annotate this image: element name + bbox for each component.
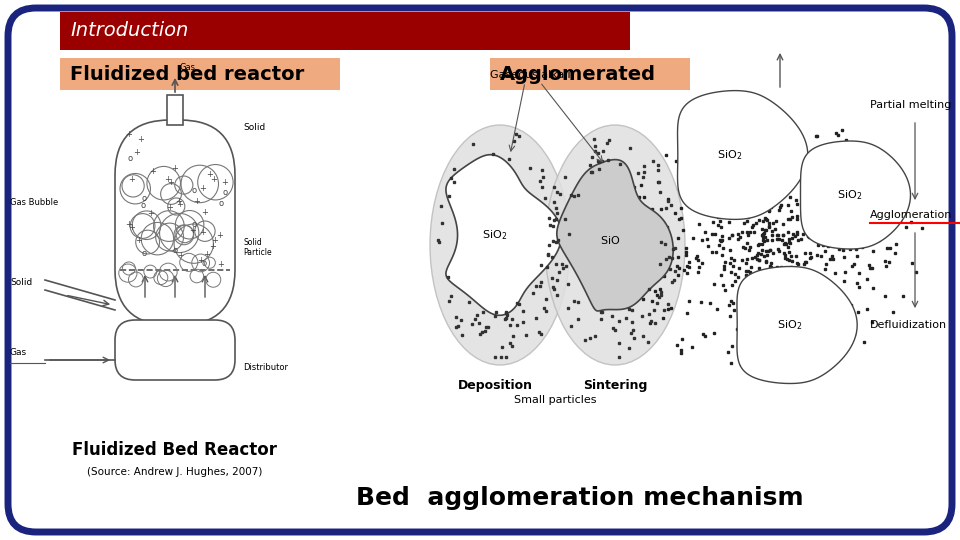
Text: +: + (126, 130, 132, 139)
Text: o: o (222, 188, 228, 198)
Text: Gas: Gas (10, 348, 27, 357)
Text: +: + (135, 236, 142, 245)
Text: +: + (210, 175, 217, 184)
Polygon shape (678, 91, 807, 219)
Text: +: + (200, 184, 206, 193)
Text: +: + (149, 167, 156, 176)
Text: +: + (209, 242, 216, 251)
Text: +: + (216, 231, 224, 240)
Text: $\mathregular{SiO_2}$: $\mathregular{SiO_2}$ (837, 188, 863, 202)
Text: +: + (217, 260, 224, 269)
Text: Bed  agglomeration mechanism: Bed agglomeration mechanism (356, 486, 804, 510)
Text: $\mathregular{SiO_2}$: $\mathregular{SiO_2}$ (778, 318, 803, 332)
Text: o: o (173, 246, 178, 255)
Text: Agglomerated: Agglomerated (500, 64, 656, 84)
Text: Gas Bubble: Gas Bubble (10, 198, 59, 207)
Text: o: o (191, 220, 196, 229)
Polygon shape (801, 141, 910, 249)
Text: Solid: Solid (243, 123, 265, 132)
Text: +: + (125, 220, 132, 229)
Text: Gas: Gas (180, 63, 196, 72)
Text: +: + (171, 164, 179, 173)
Text: +: + (128, 176, 135, 185)
Text: +: + (136, 136, 144, 145)
Text: Solid
Particle: Solid Particle (243, 238, 272, 257)
Text: o: o (191, 186, 196, 195)
Text: Distributor: Distributor (243, 363, 288, 372)
Text: +: + (176, 200, 182, 208)
Text: +: + (147, 210, 154, 218)
FancyBboxPatch shape (167, 95, 183, 125)
Text: +: + (206, 170, 213, 179)
Polygon shape (737, 267, 857, 383)
Text: +: + (167, 178, 174, 187)
Text: Solid: Solid (10, 278, 33, 287)
Text: +: + (176, 197, 182, 206)
Text: Introduction: Introduction (70, 22, 188, 40)
Text: +: + (167, 203, 174, 212)
Ellipse shape (430, 125, 570, 365)
Text: Partial melting: Partial melting (870, 100, 951, 110)
Polygon shape (557, 160, 673, 311)
Text: o: o (142, 249, 147, 259)
Text: +: + (221, 178, 228, 186)
Text: +: + (194, 197, 201, 206)
Text: +: + (164, 176, 171, 184)
FancyBboxPatch shape (8, 8, 952, 532)
Text: Small particles: Small particles (514, 395, 596, 405)
Text: +: + (189, 226, 197, 235)
Text: Fluidized bed reactor: Fluidized bed reactor (70, 64, 304, 84)
FancyBboxPatch shape (115, 120, 235, 325)
Ellipse shape (545, 125, 685, 365)
Text: Agglomeration: Agglomeration (870, 210, 952, 220)
Text: +: + (132, 147, 139, 157)
FancyBboxPatch shape (60, 12, 630, 50)
Text: +: + (200, 228, 206, 238)
Text: +: + (203, 250, 209, 259)
Polygon shape (446, 154, 562, 315)
Text: o: o (202, 259, 206, 268)
Text: o: o (218, 199, 224, 208)
Text: Sintering: Sintering (583, 379, 647, 392)
Text: $\mathregular{SiO_2}$: $\mathregular{SiO_2}$ (483, 228, 508, 242)
FancyBboxPatch shape (115, 320, 235, 380)
Text: Fluidized Bed Reactor: Fluidized Bed Reactor (73, 441, 277, 459)
Text: Defluidization: Defluidization (870, 320, 948, 330)
Text: (Source: Andrew J. Hughes, 2007): (Source: Andrew J. Hughes, 2007) (87, 467, 263, 477)
Text: $\mathregular{SiO}$: $\mathregular{SiO}$ (600, 234, 620, 246)
Text: +: + (129, 222, 135, 232)
Text: o: o (128, 154, 132, 163)
Text: $\mathregular{SiO_2}$: $\mathregular{SiO_2}$ (717, 148, 743, 162)
Text: +: + (198, 256, 204, 265)
Text: Gaseous alkali: Gaseous alkali (490, 70, 570, 80)
FancyBboxPatch shape (60, 58, 340, 90)
Text: +: + (178, 251, 184, 260)
FancyBboxPatch shape (490, 58, 690, 90)
Text: Deposition: Deposition (458, 379, 533, 392)
Text: +: + (201, 208, 207, 217)
Text: o: o (141, 194, 147, 203)
Text: o: o (140, 201, 145, 211)
Text: +: + (211, 237, 218, 245)
